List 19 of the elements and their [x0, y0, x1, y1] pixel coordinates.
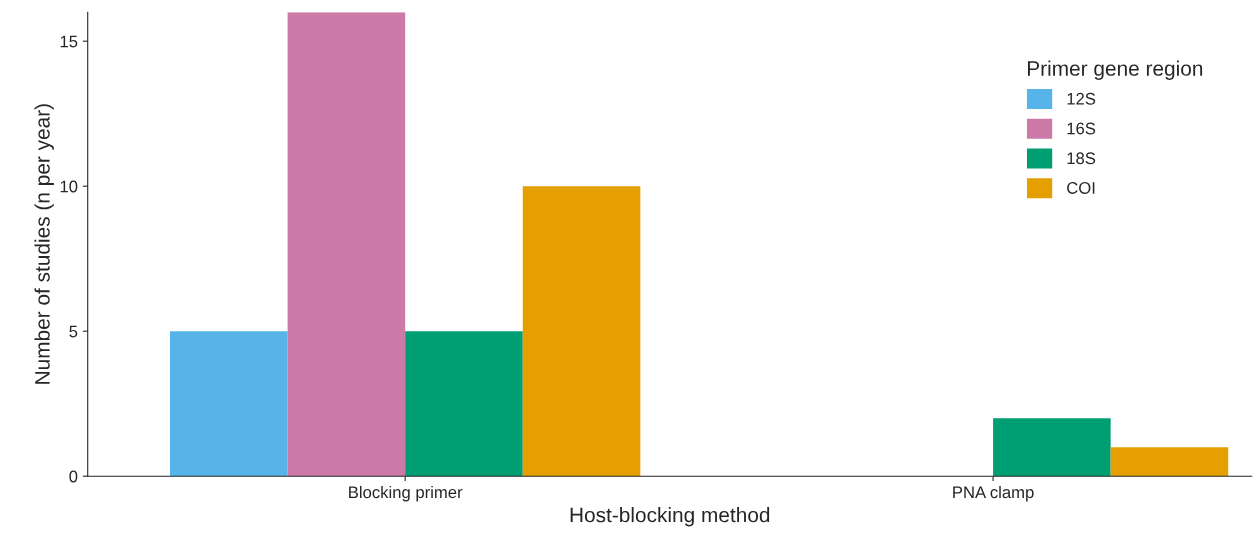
bar [287, 12, 406, 477]
legend-label: 18S [1067, 152, 1096, 165]
x-tick-label: PNA clamp [953, 485, 1034, 502]
y-axis-title: Number of studies (n per year) [34, 104, 54, 384]
y-tick-label: 10 [60, 180, 78, 193]
bar [405, 331, 523, 477]
legend-label: 12S [1067, 92, 1096, 105]
y-tick-label: 0 [69, 470, 78, 483]
legend-title: Primer gene region [1027, 60, 1203, 80]
x-tick-label: Blocking primer [349, 485, 463, 502]
bar [522, 186, 641, 477]
y-tick-label: 5 [69, 325, 78, 338]
legend-label: 16S [1067, 122, 1096, 135]
bar [170, 331, 288, 477]
bar [993, 418, 1111, 477]
legend-label: COI [1067, 182, 1095, 194]
bar [1110, 447, 1229, 477]
y-tick-label: 15 [60, 35, 78, 48]
x-axis-title: Host-blocking method [570, 507, 770, 527]
